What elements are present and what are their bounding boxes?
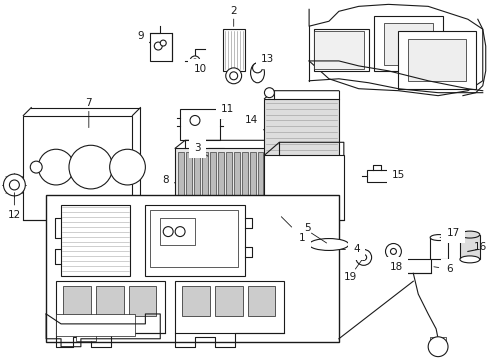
Bar xyxy=(194,152,200,214)
Circle shape xyxy=(190,56,200,66)
Bar xyxy=(56,314,135,336)
Bar xyxy=(241,152,247,214)
Bar xyxy=(214,286,242,316)
Bar xyxy=(96,286,123,316)
Bar xyxy=(313,29,368,71)
Bar xyxy=(281,152,286,214)
Bar xyxy=(459,235,479,260)
Circle shape xyxy=(9,180,20,190)
Circle shape xyxy=(264,88,274,98)
Text: 12: 12 xyxy=(8,210,21,220)
Bar xyxy=(175,148,289,218)
Circle shape xyxy=(190,116,200,125)
Bar xyxy=(160,218,195,246)
Bar xyxy=(273,152,279,214)
Bar xyxy=(225,152,231,214)
Bar xyxy=(150,210,237,267)
Ellipse shape xyxy=(459,256,479,263)
Text: 1: 1 xyxy=(281,217,305,243)
Bar xyxy=(407,39,465,81)
Circle shape xyxy=(427,337,447,357)
Text: 16: 16 xyxy=(473,243,487,252)
Bar xyxy=(429,238,447,260)
Text: 17: 17 xyxy=(439,228,459,238)
Circle shape xyxy=(154,42,162,50)
Bar xyxy=(265,152,271,214)
Circle shape xyxy=(385,243,401,260)
Circle shape xyxy=(3,174,25,196)
Bar xyxy=(217,152,224,214)
Circle shape xyxy=(252,63,262,73)
Ellipse shape xyxy=(308,239,348,251)
Text: 4: 4 xyxy=(341,244,359,255)
Circle shape xyxy=(69,145,112,189)
Text: 18: 18 xyxy=(389,262,402,272)
Circle shape xyxy=(163,227,173,237)
Bar xyxy=(128,286,156,316)
Text: 11: 11 xyxy=(221,104,234,116)
Bar xyxy=(366,170,387,182)
Bar xyxy=(383,23,432,65)
Bar xyxy=(207,148,224,164)
Ellipse shape xyxy=(429,235,447,240)
Ellipse shape xyxy=(459,231,479,238)
Text: 3: 3 xyxy=(194,143,207,156)
Bar xyxy=(23,116,132,220)
Text: 15: 15 xyxy=(390,170,404,180)
Bar xyxy=(247,286,275,316)
Bar xyxy=(257,152,263,214)
Bar xyxy=(61,205,130,276)
Circle shape xyxy=(360,255,366,260)
Bar xyxy=(76,333,96,341)
Circle shape xyxy=(30,161,42,173)
Bar xyxy=(150,33,172,61)
Bar xyxy=(180,109,219,140)
Circle shape xyxy=(229,72,237,80)
Text: 7: 7 xyxy=(85,98,92,108)
Text: 2: 2 xyxy=(230,6,237,16)
Circle shape xyxy=(355,249,371,265)
Bar xyxy=(396,260,430,273)
Text: 10: 10 xyxy=(193,63,206,74)
Bar xyxy=(46,195,338,342)
Circle shape xyxy=(225,68,241,84)
Bar xyxy=(145,205,244,276)
Bar xyxy=(398,31,475,89)
Text: 14: 14 xyxy=(244,116,264,130)
Bar xyxy=(185,152,192,214)
Bar xyxy=(373,16,442,71)
Bar xyxy=(249,152,255,214)
Text: 5: 5 xyxy=(303,222,310,233)
Bar xyxy=(175,281,284,333)
Bar xyxy=(264,155,343,220)
Bar xyxy=(56,281,165,333)
Bar xyxy=(313,31,363,69)
Circle shape xyxy=(160,40,166,46)
Circle shape xyxy=(175,227,184,237)
Bar xyxy=(63,286,91,316)
Text: 13: 13 xyxy=(259,54,273,66)
Circle shape xyxy=(109,149,145,185)
Bar xyxy=(202,152,207,214)
Bar xyxy=(209,152,215,214)
Bar xyxy=(429,337,445,347)
Circle shape xyxy=(38,149,74,185)
Bar xyxy=(233,152,239,214)
Text: 19: 19 xyxy=(344,272,357,282)
Bar xyxy=(182,286,209,316)
Text: 8: 8 xyxy=(162,175,175,185)
Circle shape xyxy=(193,59,197,63)
Text: 6: 6 xyxy=(433,264,452,274)
Bar xyxy=(264,99,338,158)
Bar xyxy=(178,152,183,214)
Text: 9: 9 xyxy=(137,31,150,43)
Circle shape xyxy=(390,248,396,255)
Bar xyxy=(223,29,244,71)
Ellipse shape xyxy=(250,63,264,83)
